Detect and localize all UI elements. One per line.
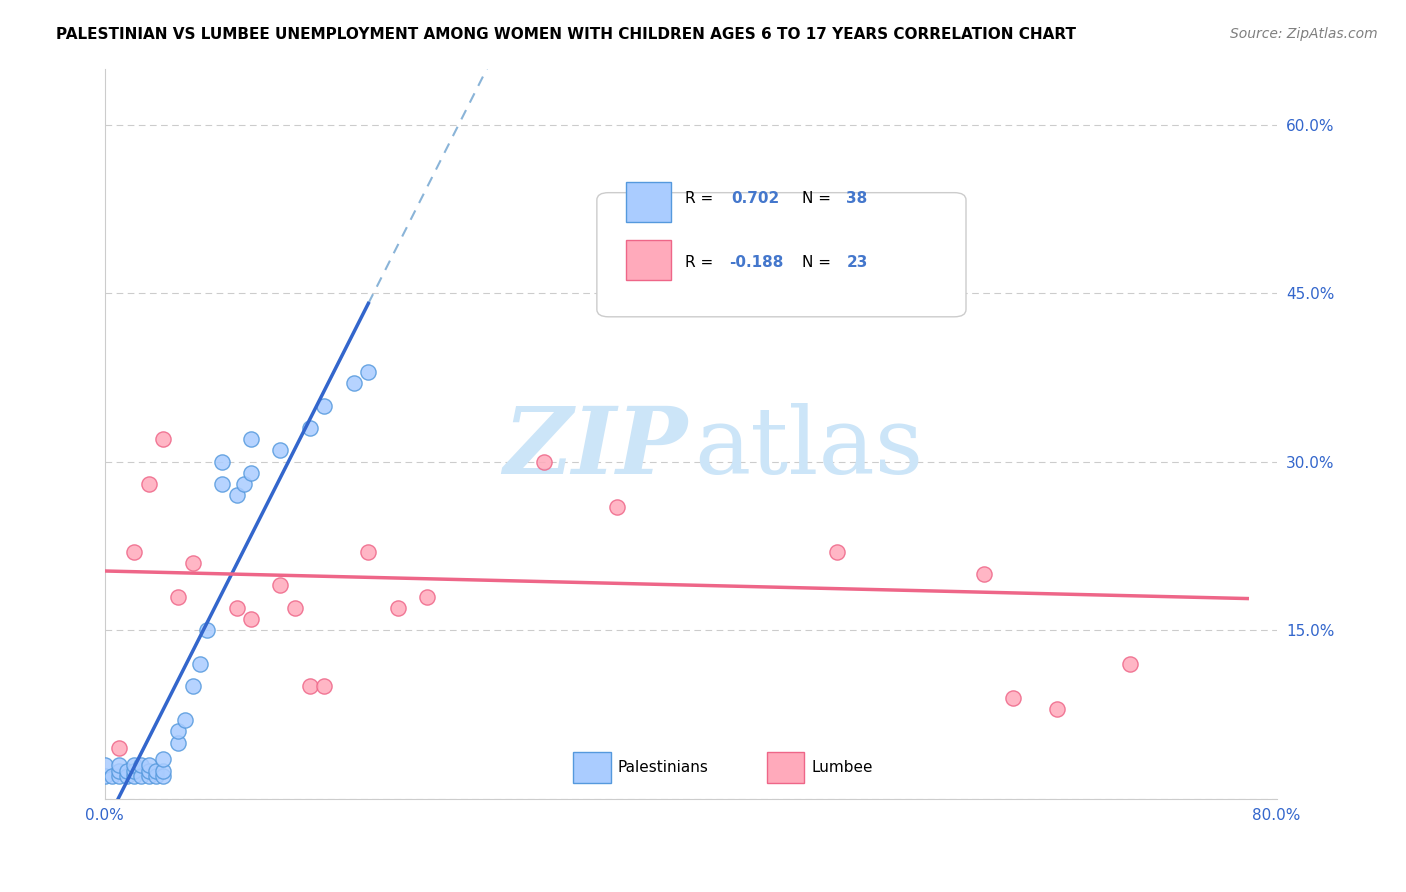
Point	[387, 600, 409, 615]
Bar	[574, 752, 612, 782]
Point	[93, 769, 115, 783]
Point	[195, 624, 218, 638]
Point	[152, 769, 174, 783]
Point	[101, 769, 124, 783]
Point	[284, 600, 307, 615]
Point	[240, 612, 263, 626]
Point	[145, 769, 167, 783]
Point	[825, 544, 848, 558]
Point	[1046, 702, 1069, 716]
Point	[108, 758, 131, 772]
Point	[357, 544, 380, 558]
Point	[314, 680, 336, 694]
Point	[122, 764, 145, 778]
Point	[152, 752, 174, 766]
Text: 23: 23	[846, 254, 868, 269]
Point	[145, 764, 167, 778]
Point	[298, 680, 321, 694]
Point	[108, 764, 131, 778]
Point	[679, 230, 702, 244]
Point	[122, 758, 145, 772]
Bar	[626, 182, 671, 222]
Point	[167, 735, 190, 749]
Text: Source: ZipAtlas.com: Source: ZipAtlas.com	[1230, 27, 1378, 41]
Text: 0.702: 0.702	[731, 191, 780, 206]
Point	[211, 477, 233, 491]
Point	[298, 421, 321, 435]
Text: N =: N =	[801, 254, 835, 269]
Point	[174, 713, 197, 727]
Text: PALESTINIAN VS LUMBEE UNEMPLOYMENT AMONG WOMEN WITH CHILDREN AGES 6 TO 17 YEARS : PALESTINIAN VS LUMBEE UNEMPLOYMENT AMONG…	[56, 27, 1076, 42]
Point	[167, 590, 190, 604]
Point	[416, 590, 439, 604]
Point	[269, 443, 291, 458]
Text: R =: R =	[685, 191, 718, 206]
Point	[240, 432, 263, 446]
Point	[1001, 690, 1024, 705]
Point	[973, 567, 995, 582]
Point	[152, 432, 174, 446]
Point	[211, 455, 233, 469]
Text: N =: N =	[801, 191, 835, 206]
Point	[314, 399, 336, 413]
Text: ZIP: ZIP	[503, 403, 688, 493]
Point	[115, 764, 138, 778]
Point	[343, 376, 366, 390]
Point	[138, 764, 160, 778]
Point	[152, 764, 174, 778]
Point	[225, 488, 247, 502]
Point	[181, 680, 204, 694]
Point	[167, 724, 190, 739]
Point	[181, 556, 204, 570]
Bar	[626, 240, 671, 280]
Point	[115, 769, 138, 783]
Point	[129, 769, 152, 783]
Point	[122, 769, 145, 783]
Text: Palestinians: Palestinians	[619, 760, 709, 775]
Point	[240, 466, 263, 480]
Point	[188, 657, 211, 671]
Point	[122, 544, 145, 558]
Point	[138, 758, 160, 772]
Point	[606, 500, 628, 514]
Bar	[766, 752, 804, 782]
Text: R =: R =	[685, 254, 718, 269]
Point	[533, 455, 555, 469]
Point	[357, 365, 380, 379]
Point	[129, 758, 152, 772]
Point	[108, 769, 131, 783]
Point	[93, 758, 115, 772]
Point	[138, 769, 160, 783]
FancyBboxPatch shape	[598, 193, 966, 317]
Point	[225, 600, 247, 615]
Point	[232, 477, 254, 491]
Point	[269, 578, 291, 592]
Text: Lumbee: Lumbee	[811, 760, 873, 775]
Text: -0.188: -0.188	[730, 254, 783, 269]
Point	[1119, 657, 1142, 671]
Text: 38: 38	[846, 191, 868, 206]
Point	[138, 477, 160, 491]
Text: atlas: atlas	[695, 403, 924, 493]
Point	[108, 741, 131, 756]
